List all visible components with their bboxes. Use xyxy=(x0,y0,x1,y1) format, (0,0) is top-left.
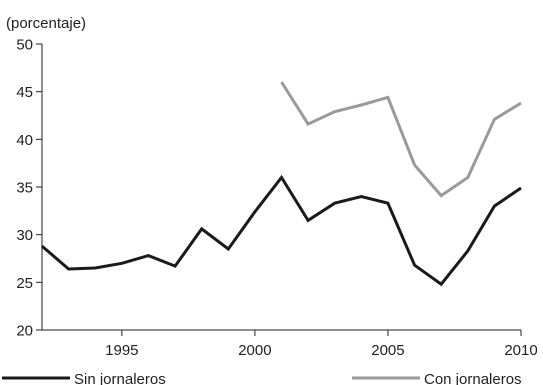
y-unit-label: (porcentaje) xyxy=(6,15,86,32)
x-tick-label: 2000 xyxy=(238,342,271,359)
y-tick-label: 35 xyxy=(16,180,33,197)
y-tick-label: 30 xyxy=(16,227,33,244)
x-tick-label: 2010 xyxy=(504,342,537,359)
series-line-2 xyxy=(280,81,522,198)
x-tick-label: 2005 xyxy=(371,342,404,359)
series-lines xyxy=(41,81,522,287)
axes xyxy=(36,43,522,336)
x-tick-label: 1995 xyxy=(105,342,138,359)
y-tick-label: 20 xyxy=(16,323,33,340)
legend: Sin jornaleros Con jornaleros xyxy=(2,371,522,385)
series-line-1 xyxy=(41,174,522,287)
legend-label-2: Con jornaleros xyxy=(424,371,522,385)
y-tick-label: 45 xyxy=(16,84,33,101)
y-tick-label: 40 xyxy=(16,132,33,149)
y-tick-label: 50 xyxy=(16,37,33,54)
y-tick-label: 25 xyxy=(16,275,33,292)
tick-labels: 20 25 30 35 40 45 50 1995 2000 2005 2010 xyxy=(16,37,537,360)
legend-label-1: Sin jornaleros xyxy=(74,371,166,385)
